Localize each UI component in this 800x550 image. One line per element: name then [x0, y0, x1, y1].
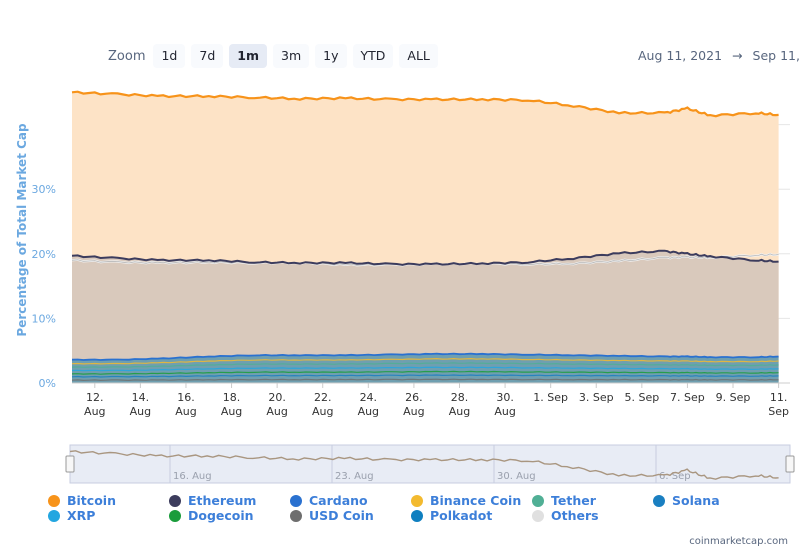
x-tick-label: 12. Aug	[84, 391, 105, 418]
legend-label: Others	[551, 508, 599, 523]
legend-label: Polkadot	[430, 508, 493, 523]
legend-swatch	[532, 494, 544, 507]
x-tick-label: 16. Aug	[175, 391, 196, 418]
y-tick-label: 10%	[32, 312, 56, 325]
legend-item-solana[interactable]: Solana	[653, 493, 720, 508]
x-tick-label: 18. Aug	[221, 391, 242, 418]
line-ethereum	[71, 249, 779, 266]
x-tick-label: 9. Sep	[716, 391, 751, 404]
legend-label: Binance Coin	[430, 493, 522, 508]
legend-swatch	[532, 509, 544, 522]
legend-item-xrp[interactable]: XRP	[48, 508, 95, 523]
x-tick-label: 1. Sep	[533, 391, 568, 404]
legend-item-others[interactable]: Others	[532, 508, 599, 523]
zoom-button-1d[interactable]: 1d	[153, 44, 186, 68]
legend-item-polkadot[interactable]: Polkadot	[411, 508, 492, 523]
zoom-button-1y[interactable]: 1y	[315, 44, 347, 68]
y-tick-label: 0%	[39, 377, 56, 390]
legend-swatch	[411, 494, 423, 507]
range-arrow: →	[732, 48, 743, 63]
legend-label: Cardano	[309, 493, 368, 508]
legend-item-usd-coin[interactable]: USD Coin	[290, 508, 374, 523]
legend-swatch	[169, 509, 181, 522]
zoom-button-3m[interactable]: 3m	[273, 44, 310, 68]
stripe-line-0	[71, 357, 779, 365]
legend-item-bitcoin[interactable]: Bitcoin	[48, 493, 116, 508]
zoom-button-7d[interactable]: 7d	[191, 44, 224, 68]
legend-label: USD Coin	[309, 508, 374, 523]
x-tick-label: 3. Sep	[579, 391, 614, 404]
y-tick-label: 20%	[32, 248, 56, 261]
y-tick-label: 30%	[32, 183, 56, 196]
x-tick-label: 5. Sep	[624, 391, 659, 404]
legend-item-cardano[interactable]: Cardano	[290, 493, 368, 508]
legend-label: Bitcoin	[67, 493, 116, 508]
legend-swatch	[169, 494, 181, 507]
legend-swatch	[411, 509, 423, 522]
legend-swatch	[290, 509, 302, 522]
market-dominance-chart: 0% 10% 20% 30% 12. Aug 14. Aug 16. Aug 18. Aug 20. Au…	[32, 90, 795, 484]
legend-swatch	[48, 494, 60, 507]
legend-swatch	[48, 509, 60, 522]
stripe-line-2	[71, 366, 779, 372]
legend-item-ethereum[interactable]: Ethereum	[169, 493, 256, 508]
legend-label: Dogecoin	[188, 508, 254, 523]
x-tick-label: 24. Aug	[358, 391, 379, 418]
legend-swatch	[653, 494, 665, 507]
x-tick-label: 28. Aug	[449, 391, 470, 418]
x-tick-label: 14. Aug	[130, 391, 151, 418]
legend-label: XRP	[67, 508, 96, 523]
x-tick-label: 30. Aug	[494, 391, 515, 418]
zoom-button-ytd[interactable]: YTD	[352, 44, 394, 68]
stripe-line-3	[71, 370, 779, 375]
date-range: Aug 11, 2021 → Sep 11, 2021	[638, 48, 800, 63]
zoom-button-all[interactable]: ALL	[399, 44, 438, 68]
stripe-line-1	[71, 362, 779, 368]
x-tick-label: 20. Aug	[266, 391, 287, 418]
x-tick-label: 11. Sep	[768, 391, 789, 418]
navigator-tick-label: 6. Sep	[659, 471, 691, 482]
credit-text: coinmarketcap.com	[689, 536, 788, 547]
legend-item-binance-coin[interactable]: Binance Coin	[411, 493, 521, 508]
zoom-bar: Zoom 1d 7d 1m 3m 1y YTD ALL	[108, 44, 438, 68]
x-tick-label: 26. Aug	[403, 391, 424, 418]
legend-label: Tether	[551, 493, 596, 508]
navigator-window	[69, 444, 791, 484]
x-tick-label: 22. Aug	[312, 391, 333, 418]
area-ethereum	[72, 250, 779, 383]
navigator-line	[69, 450, 779, 480]
navigator-tick-label: 30. Aug	[497, 471, 536, 482]
line-cardano	[71, 352, 779, 361]
x-tick-label: 7. Sep	[670, 391, 705, 404]
stripe-line-4	[71, 374, 779, 378]
legend-item-dogecoin[interactable]: Dogecoin	[169, 508, 254, 523]
legend-label: Solana	[672, 493, 720, 508]
legend-label: Ethereum	[188, 493, 257, 508]
zoom-button-1m[interactable]: 1m	[229, 44, 267, 68]
line-bitcoin	[71, 90, 779, 118]
navigator-handle	[785, 455, 795, 473]
legend-item-tether[interactable]: Tether	[532, 493, 596, 508]
zoom-label: Zoom	[108, 48, 146, 64]
stripe-line-5	[71, 378, 779, 382]
navigator-handle	[65, 455, 75, 473]
range-from[interactable]: Aug 11, 2021	[638, 48, 723, 63]
legend-swatch	[290, 494, 302, 507]
navigator-tick-label: 16. Aug	[173, 471, 212, 482]
range-to[interactable]: Sep 11, 2021	[752, 48, 800, 63]
navigator-tick-label: 23. Aug	[335, 471, 374, 482]
